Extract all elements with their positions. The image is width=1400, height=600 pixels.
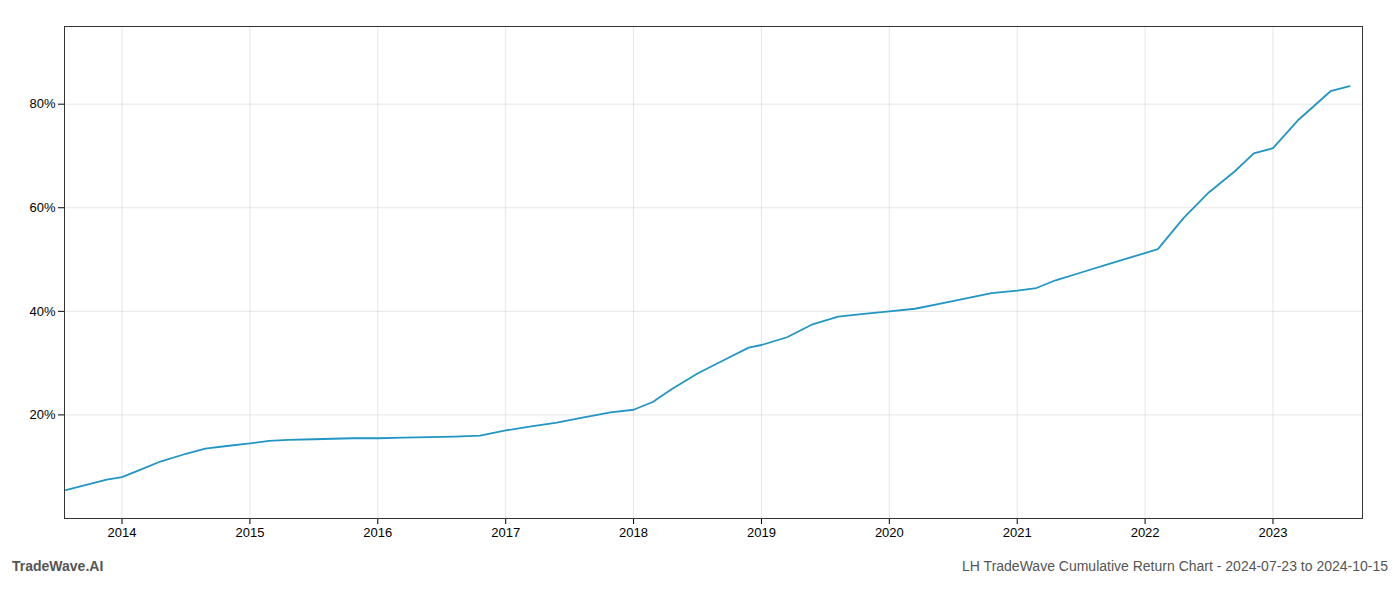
html-text:LH TradeWave Cumulative Return: LH TradeWave Cumulative Return Chart - 2… (962, 558, 1388, 574)
html-text:TradeWave.AI: TradeWave.AI (12, 558, 104, 574)
svg-text:2015: 2015 (235, 525, 264, 540)
svg-text:2023: 2023 (1259, 525, 1288, 540)
svg-text:2021: 2021 (1003, 525, 1032, 540)
svg-text:20%: 20% (29, 407, 55, 422)
svg-text:40%: 40% (29, 304, 55, 319)
svg-text:2022: 2022 (1131, 525, 1160, 540)
svg-text:60%: 60% (29, 200, 55, 215)
svg-text:2020: 2020 (875, 525, 904, 540)
svg-text:2016: 2016 (363, 525, 392, 540)
svg-text:2019: 2019 (747, 525, 776, 540)
svg-text:2018: 2018 (619, 525, 648, 540)
svg-text:80%: 80% (29, 96, 55, 111)
svg-text:2014: 2014 (108, 525, 137, 540)
svg-text:2017: 2017 (491, 525, 520, 540)
